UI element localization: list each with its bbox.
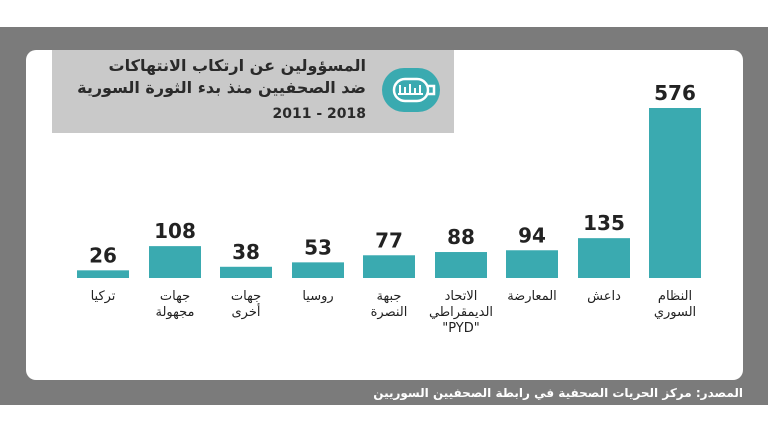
- bar: [506, 250, 558, 278]
- value-label: 77: [375, 228, 403, 252]
- value-label: 38: [232, 240, 260, 264]
- value-label: 94: [518, 223, 546, 247]
- category-label: مجهولة: [156, 305, 195, 320]
- value-label: 108: [154, 219, 196, 243]
- bar: [292, 262, 344, 278]
- category-label: جهات: [160, 289, 190, 304]
- value-label: 576: [654, 81, 696, 105]
- bar: [149, 246, 201, 278]
- bar: [578, 238, 630, 278]
- category-label: روسيا: [302, 289, 333, 304]
- source-note: المصدر: مركز الحريات الصحفية في رابطة ال…: [373, 386, 743, 400]
- category-label: النصرة: [371, 305, 408, 320]
- category-label: جهات: [231, 289, 261, 304]
- value-label: 88: [447, 225, 475, 249]
- title-line-3: 2011 - 2018: [272, 106, 367, 122]
- category-label: أخرى: [232, 303, 261, 320]
- category-label: المعارضة: [507, 289, 557, 304]
- category-label: السوري: [654, 305, 696, 320]
- category-label: النظام: [658, 289, 692, 304]
- bar: [220, 266, 272, 278]
- title-line-2: ضد الصحفيين منذ بدء الثورة السورية: [77, 78, 366, 97]
- bar: [649, 108, 701, 278]
- category-label: "PYD": [442, 321, 479, 336]
- category-label: تركيا: [91, 289, 116, 304]
- bar: [435, 252, 487, 278]
- category-label: الاتحاد: [445, 289, 478, 304]
- title-line-1: المسؤولين عن ارتكاب الانتهاكات: [108, 56, 366, 75]
- category-label: داعش: [587, 289, 621, 304]
- value-label: 26: [89, 243, 117, 267]
- value-label: 135: [583, 211, 625, 235]
- bar: [363, 255, 415, 278]
- press-association-logo-icon: [382, 68, 440, 112]
- category-label: الديمقراطي: [429, 305, 493, 320]
- category-label: جبهة: [377, 289, 402, 304]
- bar: [77, 270, 129, 278]
- value-label: 53: [304, 235, 332, 259]
